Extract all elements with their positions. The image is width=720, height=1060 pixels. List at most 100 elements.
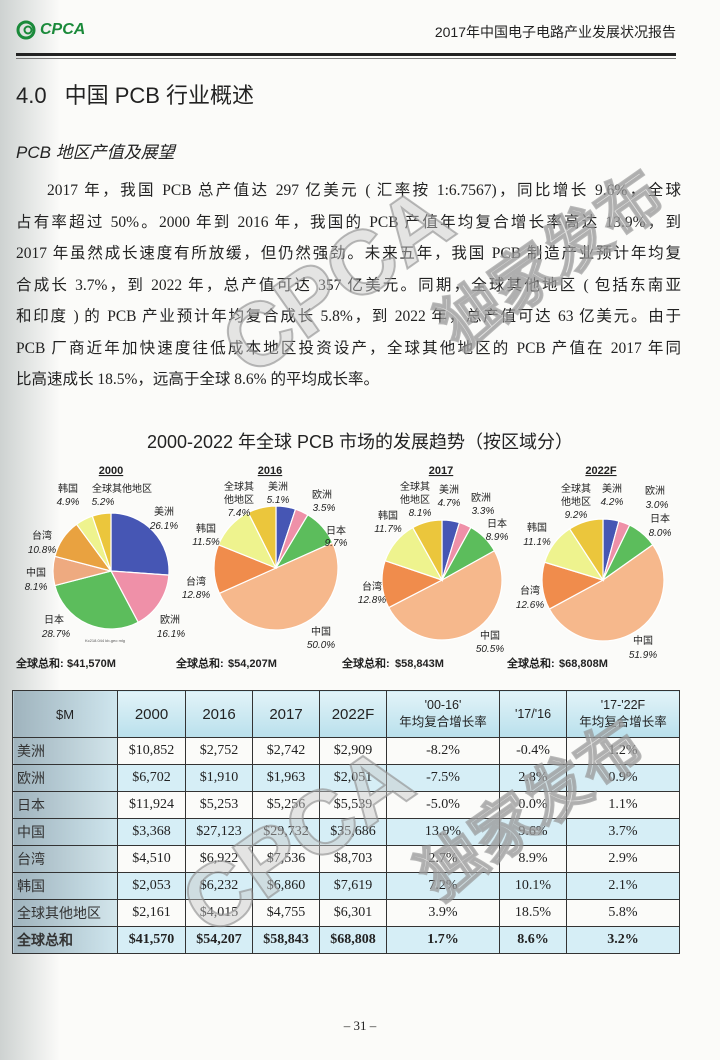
pie-slice-2022f-other <box>568 518 604 583</box>
table-cell: $1,963 <box>252 764 320 792</box>
body-line: PCB 厂商近年加快速度往低成本地区投资设产，全球其他地区的 PCB 产值在 2… <box>16 339 681 357</box>
page-number: – 31 – <box>343 1018 377 1033</box>
body-line: 比高速成长 18.5%，远高于全球 8.6% 的平均成长率。 <box>16 371 379 388</box>
label-taiwan: 台湾 <box>186 575 206 588</box>
row-label: 欧洲 <box>12 764 118 792</box>
label-europe: 欧洲 <box>312 489 332 501</box>
total-label: 全球总和: <box>15 656 64 670</box>
label-korea: 韩国 <box>378 509 398 522</box>
body-line: 2017 年虽然成长速度有所放缓，但仍然强劲。未来五年，我国 PCB 制造产业预… <box>16 245 681 262</box>
table-cell: $35,686 <box>319 818 387 846</box>
pct-americas: 4.2% <box>601 497 624 508</box>
table-row: 韩国 $2,053 $6,232 $6,860 $7,619 7.2% 10.1% 2.1% <box>12 872 680 900</box>
table-cell: 10.1% <box>499 872 567 900</box>
header-text: '17-'22F <box>600 698 646 712</box>
table-cell: 1.1% <box>566 791 680 819</box>
table-cell: 2.8% <box>499 764 567 792</box>
header-2000: 2000 <box>117 690 186 738</box>
table-cell: $68,808 <box>319 926 387 954</box>
table-cell: 3.7% <box>566 818 680 846</box>
pct-europe: 16.1% <box>157 629 185 640</box>
row-label: 美洲 <box>12 737 118 765</box>
market-table: $M 2000 2016 2017 2022F '00-16' 年均复合增长率 '… <box>12 690 680 954</box>
label-americas: 美洲 <box>439 483 459 496</box>
table-cell: 1.2% <box>566 737 680 765</box>
total-label: 全球总和: <box>175 656 224 670</box>
pie-year-2000: 2000 <box>99 465 123 477</box>
row-label: 中国 <box>12 818 118 846</box>
pct-korea: 11.1% <box>523 537 551 548</box>
label-americas: 美洲 <box>268 480 288 493</box>
label-japan: 日本 <box>487 517 507 530</box>
table-row: 全球总和 $41,570 $54,207 $58,843 $68,808 1.7% 8.6%… <box>12 926 680 954</box>
label-korea: 韩国 <box>58 482 78 495</box>
row-label: 日本 <box>12 791 118 819</box>
table-body: 美洲 $10,852 $2,752 $2,742 $2,909 -8.2% -0.4% 1.2… <box>12 737 680 954</box>
table-cell: $2,752 <box>185 737 253 765</box>
logo-text: CPCA <box>40 21 86 38</box>
cpca-logo: CPCA <box>16 20 85 40</box>
label-americas: 美洲 <box>602 482 622 495</box>
table-cell: 5.8% <box>566 899 680 927</box>
table-row: 美洲 $10,852 $2,752 $2,742 $2,909 -8.2% -0.4% 1.2… <box>12 737 680 765</box>
table-cell: 2.1% <box>566 872 680 900</box>
label-europe: 欧洲 <box>160 614 180 626</box>
table-cell: $6,232 <box>185 872 253 900</box>
pct-other: 7.4% <box>228 508 251 519</box>
pct-taiwan: 12.8% <box>358 595 386 606</box>
pct-taiwan: 12.8% <box>182 590 210 601</box>
pie-slices <box>52 505 665 642</box>
header-2022f: 2022F <box>319 690 387 738</box>
pie-slice-2000-europe <box>109 570 170 624</box>
table-row: 欧洲 $6,702 $1,910 $1,963 $2,051 -7.5% 2.8% 0.9% <box>12 764 680 792</box>
header-rule-thin <box>16 58 676 59</box>
pie-year-2022f: 2022F <box>585 465 616 477</box>
pct-taiwan: 12.6% <box>516 600 544 611</box>
label-taiwan: 台湾 <box>520 584 540 597</box>
table-cell: $6,702 <box>117 764 186 792</box>
pct-korea: 11.5% <box>192 537 220 548</box>
row-label: 台湾 <box>12 845 118 873</box>
table-cell: $3,368 <box>117 818 186 846</box>
pct-japan: 9.7% <box>325 538 348 549</box>
table-cell: $4,755 <box>252 899 320 927</box>
pct-japan: 28.7% <box>41 629 70 640</box>
table-cell: -7.5% <box>386 764 500 792</box>
label-other-b: 他地区 <box>224 493 254 506</box>
header-yoy-17-16: '17/'16 <box>499 690 567 738</box>
section-title: 4.0 中国 PCB 行业概述 <box>16 78 254 110</box>
table-cell: $54,207 <box>185 926 253 954</box>
pie-slice-2016-other <box>247 505 277 569</box>
header-rule <box>16 53 676 56</box>
pie-slice-2000-americas <box>110 512 170 576</box>
table-cell: $5,253 <box>185 791 253 819</box>
table-cell: $7,536 <box>252 845 320 873</box>
table-cell: $11,924 <box>117 791 186 819</box>
table-cell: 3.9% <box>386 899 500 927</box>
total-2016: $54,207M <box>228 658 277 670</box>
body-line: 和印度 ) 的 PCB 产业预计年均复合成长 5.8%，到 2022 年，总产值… <box>16 308 681 325</box>
table-cell: $4,510 <box>117 845 186 873</box>
pct-china: 50.5% <box>476 644 504 655</box>
pct-europe: 3.0% <box>646 500 669 511</box>
label-taiwan: 台湾 <box>362 580 382 593</box>
body-line: 合成长 3.7%，到 2022 年，总产值可达 357 亿美元。同期，全球其他地… <box>16 276 681 294</box>
header-2016: 2016 <box>185 690 253 738</box>
pie-slice-2000-japan <box>54 570 139 630</box>
label-other-b: 他地区 <box>561 495 591 508</box>
body-paragraph: 2017 年，我国 PCB 总产值达 297 亿美元 ( 汇率按 1:6.756… <box>16 175 681 396</box>
table-cell: 0.0% <box>499 791 567 819</box>
table-cell: $2,053 <box>117 872 186 900</box>
header-2017: 2017 <box>252 690 320 738</box>
body-line: 2017 年，我国 PCB 总产值达 297 亿美元 ( 汇率按 1:6.756… <box>47 182 681 199</box>
label-other: 全球其他地区 <box>92 482 152 495</box>
table-cell: $27,123 <box>185 818 253 846</box>
header-sub: 年均复合增长率 <box>579 715 667 729</box>
pct-china: 8.1% <box>25 582 48 593</box>
pie-slice-2017-other <box>411 519 443 583</box>
pie-slice-2017-china <box>387 549 503 641</box>
table-cell: $4,015 <box>185 899 253 927</box>
label-korea: 韩国 <box>527 521 547 534</box>
label-china: 中国 <box>480 629 500 642</box>
section-number: 4.0 <box>16 83 47 108</box>
